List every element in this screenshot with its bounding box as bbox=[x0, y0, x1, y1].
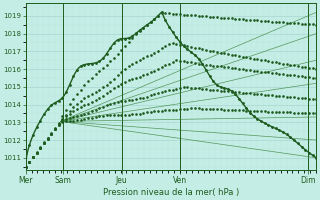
X-axis label: Pression niveau de la mer( hPa ): Pression niveau de la mer( hPa ) bbox=[103, 188, 239, 197]
